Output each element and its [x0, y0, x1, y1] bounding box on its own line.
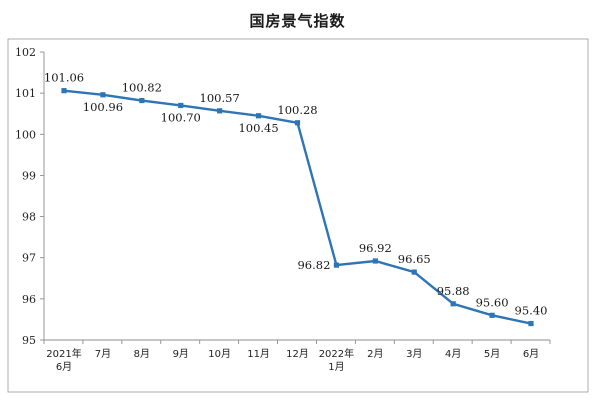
data-label: 100.28	[277, 103, 317, 117]
data-point-marker	[139, 97, 145, 104]
data-point-marker	[178, 102, 184, 109]
chart-outer-border	[7, 38, 589, 393]
data-point-marker	[528, 320, 534, 327]
data-label: 95.40	[515, 304, 548, 318]
x-tick-label: 6月	[523, 348, 539, 360]
x-tick-label-line: 6月	[523, 348, 539, 360]
data-point-marker	[255, 113, 262, 119]
y-tick-label: 102	[15, 46, 36, 59]
data-label: 96.65	[398, 252, 431, 266]
x-tick-label: 12月	[286, 348, 309, 360]
data-point-marker	[450, 301, 456, 307]
data-label: 96.82	[297, 258, 330, 272]
data-label: 95.88	[437, 284, 470, 298]
data-labels-layer: 101.06 100.96 100.82 100.70 100.57 100.45 100.…	[44, 71, 548, 318]
data-label: 100.96	[83, 100, 123, 114]
x-tick-label-line: 12月	[286, 348, 309, 360]
x-tick-label-line: 7月	[95, 348, 111, 360]
data-label: 100.45	[238, 121, 278, 135]
x-tick-label-line: 2022年	[319, 347, 354, 360]
data-label: 100.82	[122, 81, 162, 95]
y-tick-label: 95	[22, 334, 36, 347]
y-tick-label: 101	[15, 87, 36, 100]
data-point-marker	[61, 88, 67, 94]
data-point-marker	[294, 120, 301, 126]
y-tick-label: 96	[22, 293, 36, 306]
x-tick-label: 3月	[406, 348, 422, 360]
x-tick-label-line: 11月	[247, 348, 270, 360]
x-tick-label-line: 4月	[445, 348, 461, 360]
x-tick-label: 8月	[134, 348, 150, 360]
data-label: 100.57	[200, 91, 240, 105]
x-tick-label: 4月	[445, 348, 461, 360]
x-tick-label: 5月	[484, 348, 500, 360]
data-label: 96.92	[359, 241, 392, 255]
x-tick-label: 2月	[367, 348, 383, 360]
x-tick-label-line: 2021年	[46, 347, 81, 360]
y-tick-label: 97	[22, 252, 36, 265]
y-tick-label: 98	[22, 211, 36, 224]
data-point-marker	[372, 258, 378, 264]
x-tick-label-line: 3月	[406, 348, 422, 360]
plot-frame-layer	[7, 38, 589, 393]
x-tick-label: 2021年 6月	[46, 347, 81, 373]
data-point-marker	[100, 92, 106, 98]
data-point-marker	[489, 312, 495, 318]
x-tick-label-line: 8月	[134, 348, 150, 360]
data-label: 101.06	[44, 71, 84, 85]
x-tick-label: 7月	[95, 348, 111, 360]
series-layer	[61, 88, 534, 327]
x-tick-label: 11月	[247, 348, 270, 360]
chart-title: 国房景气指数	[249, 12, 346, 30]
data-label: 100.70	[161, 110, 201, 124]
data-point-marker	[217, 108, 223, 114]
x-tick-label: 9月	[173, 348, 189, 360]
x-tick-label-line: 1月	[328, 361, 344, 373]
data-point-marker	[411, 269, 417, 275]
x-tick-label-line: 9月	[173, 348, 189, 360]
x-tick-label-line: 6月	[56, 361, 72, 373]
x-tick-label: 2022年 1月	[319, 347, 354, 373]
x-tick-label-line: 10月	[208, 348, 231, 360]
x-tick-label: 10月	[208, 348, 231, 360]
x-tick-label-line: 2月	[367, 348, 383, 360]
data-point-marker	[333, 262, 340, 268]
x-tick-label-line: 5月	[484, 348, 500, 360]
y-tick-label: 99	[22, 169, 36, 182]
y-tick-label: 100	[15, 128, 36, 141]
data-label: 95.60	[476, 295, 509, 309]
